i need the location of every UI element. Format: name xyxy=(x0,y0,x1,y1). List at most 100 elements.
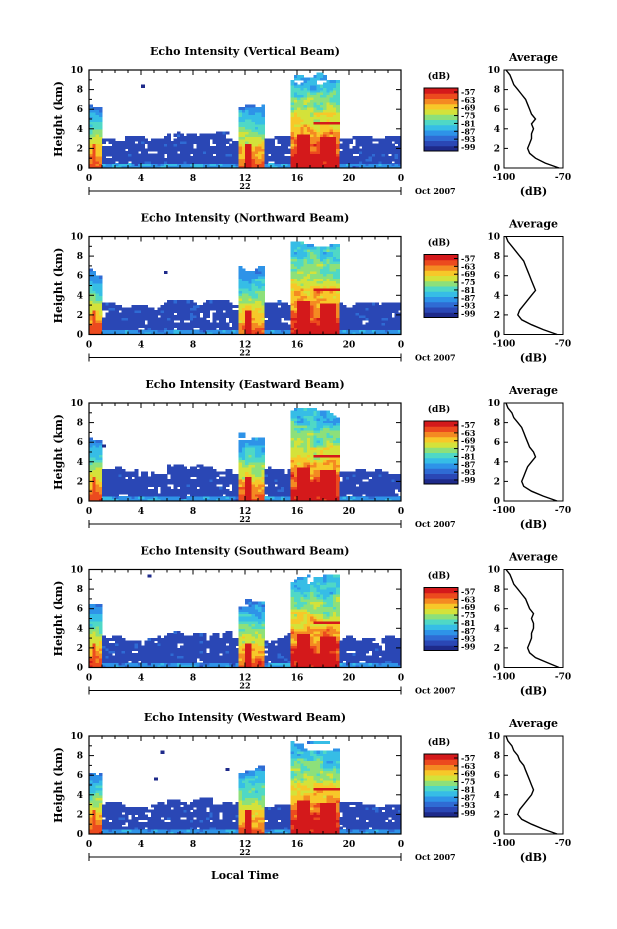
heatmap-cell xyxy=(89,454,93,458)
heatmap-cell xyxy=(167,327,171,331)
colorbar-swatch xyxy=(424,119,458,126)
heatmap-cell xyxy=(95,290,100,294)
heatmap-cell xyxy=(95,106,100,110)
heatmap-cell xyxy=(261,300,266,304)
heatmap-cell xyxy=(397,143,402,147)
heatmap-cell xyxy=(137,319,142,323)
heatmap-cell xyxy=(319,422,324,426)
heatmap-cell xyxy=(254,459,259,463)
heatmap-cell xyxy=(336,84,340,88)
heatmap-cell xyxy=(219,310,223,314)
heatmap-cell xyxy=(111,163,116,167)
heatmap-cell xyxy=(154,138,158,142)
heatmap-cell xyxy=(134,481,139,485)
heatmap-cell xyxy=(319,278,324,282)
heatmap-cell xyxy=(137,307,142,311)
heatmap-cell xyxy=(365,150,370,154)
heatmap-cell xyxy=(173,141,178,145)
heatmap-cell xyxy=(345,160,350,164)
heatmap-cell xyxy=(163,476,168,480)
heatmap-cell xyxy=(193,158,197,162)
heatmap-cell xyxy=(319,307,324,311)
heatmap-cell xyxy=(306,420,311,424)
heatmap-cell xyxy=(89,287,93,291)
heatmap-cell xyxy=(368,302,373,306)
heatmap-cell xyxy=(323,466,327,470)
heatmap-cell xyxy=(310,145,314,149)
heatmap-cell xyxy=(394,324,399,328)
heatmap-cell xyxy=(193,486,197,490)
heatmap-cell xyxy=(287,155,292,159)
heatmap-cell xyxy=(381,150,386,154)
heatmap-cell xyxy=(196,319,201,323)
heatmap-cell xyxy=(111,319,116,323)
heatmap-cell xyxy=(238,292,243,296)
heatmap-cell xyxy=(290,417,295,421)
heatmap-cell xyxy=(388,322,392,326)
heatmap-cell xyxy=(108,332,113,336)
heatmap-cell xyxy=(303,258,308,262)
heatmap-cell xyxy=(238,307,243,311)
heatmap-cell xyxy=(397,327,402,331)
heatmap-cell xyxy=(128,491,132,495)
heatmap-cell xyxy=(251,143,256,147)
heatmap-cell xyxy=(215,491,220,495)
heatmap-cell xyxy=(95,128,100,132)
heatmap-cell xyxy=(228,310,233,314)
heatmap-cell xyxy=(147,324,152,328)
heatmap-cell xyxy=(293,94,298,98)
heatmap-cell xyxy=(326,126,331,130)
heatmap-cell xyxy=(105,496,110,500)
heatmap-cell xyxy=(160,310,165,314)
heatmap-cell xyxy=(280,471,285,475)
heatmap-cell xyxy=(362,145,366,149)
heatmap-cell xyxy=(173,145,178,149)
heatmap-cell xyxy=(232,150,236,154)
heatmap-cell xyxy=(225,496,230,500)
heatmap-cell xyxy=(287,138,292,142)
heatmap-cell xyxy=(326,322,331,326)
heatmap-cell xyxy=(176,133,181,137)
heatmap-cell xyxy=(160,327,165,331)
heatmap-cell xyxy=(141,163,145,167)
heatmap-cell xyxy=(189,466,194,470)
heatmap-cell xyxy=(316,456,321,460)
heatmap-cell xyxy=(326,253,331,257)
heatmap-cell xyxy=(264,488,269,492)
heatmap-cell xyxy=(300,491,305,495)
heatmap-cell xyxy=(313,422,318,426)
heatmap-cell xyxy=(300,248,305,252)
heatmap-cell xyxy=(310,407,314,411)
heatmap-cell xyxy=(167,319,171,323)
heatmap-cell xyxy=(241,160,246,164)
heatmap-cell xyxy=(251,476,256,480)
heatmap-cell xyxy=(287,471,292,475)
heatmap-cell xyxy=(297,263,301,267)
heatmap-cell xyxy=(313,427,318,431)
heatmap-cell xyxy=(209,486,214,490)
heatmap-cell xyxy=(297,295,301,299)
heatmap-cell xyxy=(313,407,318,411)
heatmap-cell xyxy=(388,143,392,147)
heatmap-cell xyxy=(134,155,139,159)
heatmap-cell xyxy=(306,474,311,478)
heatmap-cell xyxy=(261,464,266,468)
heatmap-cell xyxy=(170,305,175,309)
heatmap-cell xyxy=(310,437,314,441)
heatmap-cell xyxy=(228,498,233,502)
heatmap-cell xyxy=(225,138,230,142)
heatmap-cell xyxy=(170,491,175,495)
heatmap-cell xyxy=(186,481,191,485)
heatmap-cell xyxy=(137,488,142,492)
heatmap-cell xyxy=(238,300,243,304)
heatmap-cell xyxy=(163,138,168,142)
colorbar-tick-label: -69 xyxy=(461,103,476,113)
heatmap-cell xyxy=(365,302,370,306)
heatmap-cell xyxy=(326,312,331,316)
heatmap-cell xyxy=(326,106,331,110)
heatmap-cell xyxy=(287,305,292,309)
heatmap-cell xyxy=(222,300,227,304)
heatmap-cell xyxy=(134,332,139,336)
heatmap-cell xyxy=(371,322,376,326)
heatmap-cell xyxy=(238,163,243,167)
